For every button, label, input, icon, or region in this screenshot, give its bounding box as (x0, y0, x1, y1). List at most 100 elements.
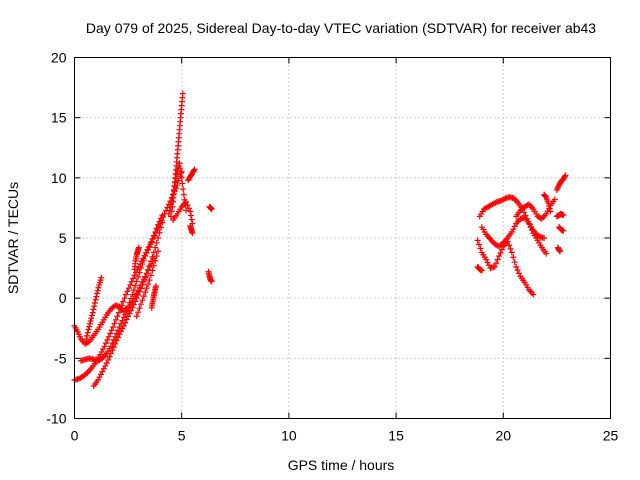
data-point (514, 267, 521, 274)
data-point (508, 249, 515, 256)
data-point (107, 343, 114, 350)
data-point (171, 183, 178, 190)
data-point (157, 215, 164, 222)
data-point (528, 226, 535, 233)
data-point (143, 285, 150, 292)
data-point (208, 278, 215, 285)
series-track-X (556, 224, 567, 234)
data-point (497, 249, 504, 256)
data-point (150, 262, 157, 269)
data-point (551, 196, 558, 203)
data-point (184, 202, 191, 209)
x-tick-label: 5 (178, 428, 186, 444)
y-tick-label: 15 (51, 110, 67, 126)
data-point (133, 313, 140, 320)
data-point (135, 244, 142, 251)
data-point (136, 269, 143, 276)
data-point (133, 278, 140, 285)
series-track-P (474, 237, 537, 298)
y-tick-label: 5 (59, 230, 67, 246)
data-point (507, 245, 514, 252)
data-point (137, 265, 144, 272)
series-track-S (513, 196, 558, 222)
series-track-U (474, 263, 485, 274)
data-point (157, 224, 164, 231)
data-point (526, 220, 533, 227)
data-point (493, 260, 500, 267)
y-tick-label: 20 (51, 50, 67, 66)
data-point (110, 324, 117, 331)
y-tick-label: 10 (51, 170, 67, 186)
data-point (159, 219, 166, 226)
data-point (108, 327, 115, 334)
data-point (90, 306, 97, 313)
data-point (170, 187, 177, 194)
data-point (112, 333, 119, 340)
data-point (167, 204, 174, 211)
data-point (180, 186, 187, 193)
data-point (521, 209, 528, 216)
data-point (169, 194, 176, 201)
data-point (142, 253, 149, 260)
data-point (152, 244, 159, 251)
data-point (172, 175, 179, 182)
data-point (129, 304, 136, 311)
y-axis-label: SDTVAR / TECUs (5, 182, 21, 294)
data-point (474, 237, 481, 244)
data-point (149, 236, 156, 243)
data-point (142, 289, 149, 296)
data-point (121, 295, 128, 302)
data-point (95, 284, 102, 291)
data-point (109, 340, 116, 347)
data-point (146, 243, 153, 250)
data-point (191, 166, 198, 173)
data-point (180, 191, 187, 198)
data-point (527, 223, 534, 230)
series-track-W (553, 210, 567, 220)
data-point (143, 249, 150, 256)
data-point (516, 270, 523, 277)
data-point (112, 340, 119, 347)
x-tick-label: 0 (71, 428, 79, 444)
data-point (498, 246, 505, 253)
data-point (172, 179, 179, 186)
data-point (177, 165, 184, 172)
data-point (177, 170, 184, 177)
data-point (166, 207, 173, 214)
data-point (91, 299, 98, 306)
data-point (153, 253, 160, 260)
data-point (560, 212, 567, 219)
data-point (139, 261, 146, 268)
data-point (513, 263, 520, 270)
data-point (182, 198, 189, 205)
data-point (152, 257, 159, 264)
data-point (476, 241, 483, 248)
series-track-B (90, 219, 166, 390)
data-point (546, 202, 553, 209)
data-point (506, 242, 513, 249)
data-point (83, 336, 90, 343)
series-track-E (83, 274, 105, 343)
data-point (143, 270, 150, 277)
data-point (103, 360, 110, 367)
data-point (557, 248, 564, 255)
data-point (94, 290, 101, 297)
data-point (110, 344, 117, 351)
data-point (91, 303, 98, 310)
data-point (170, 191, 177, 198)
data-point (179, 180, 186, 187)
data-point (140, 293, 147, 300)
data-point (113, 337, 120, 344)
x-tick-label: 20 (496, 428, 512, 444)
data-point (561, 173, 568, 180)
data-point (104, 336, 111, 343)
data-point (155, 235, 162, 241)
data-point (89, 312, 96, 319)
data-point (147, 272, 154, 279)
data-point (137, 301, 144, 308)
data-point (139, 297, 146, 304)
data-point (87, 318, 94, 325)
y-tick-label: -10 (46, 411, 66, 427)
data-point (84, 332, 91, 339)
data-point (491, 263, 498, 270)
